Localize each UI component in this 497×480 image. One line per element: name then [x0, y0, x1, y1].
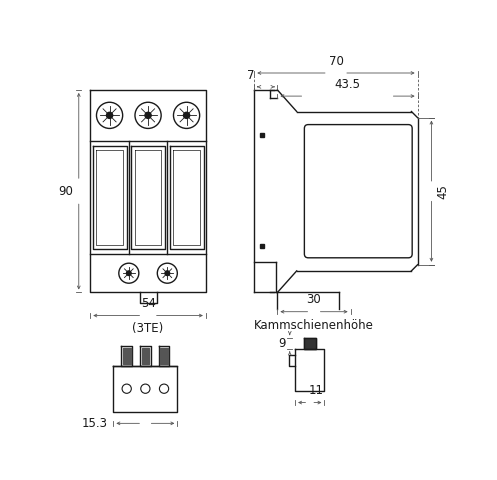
- Polygon shape: [123, 348, 131, 364]
- Polygon shape: [160, 348, 168, 364]
- Text: 54: 54: [141, 297, 156, 310]
- Text: 45: 45: [437, 184, 450, 199]
- Circle shape: [158, 263, 177, 283]
- Circle shape: [165, 271, 169, 276]
- Text: 30: 30: [307, 293, 322, 306]
- Circle shape: [183, 112, 190, 119]
- Circle shape: [119, 263, 139, 283]
- Text: 43.5: 43.5: [334, 79, 360, 92]
- Polygon shape: [142, 348, 149, 364]
- FancyBboxPatch shape: [304, 125, 412, 258]
- Circle shape: [127, 271, 131, 276]
- Circle shape: [173, 102, 200, 129]
- Circle shape: [141, 384, 150, 393]
- Text: 70: 70: [329, 55, 343, 68]
- Circle shape: [135, 102, 161, 129]
- Polygon shape: [304, 338, 316, 348]
- Circle shape: [96, 102, 123, 129]
- Text: Kammschienenhöhe: Kammschienenhöhe: [254, 319, 374, 332]
- Text: 7: 7: [248, 69, 255, 82]
- Circle shape: [145, 112, 151, 119]
- Bar: [260, 132, 264, 136]
- Text: 90: 90: [59, 185, 74, 198]
- Circle shape: [160, 384, 168, 393]
- Text: 11: 11: [309, 384, 324, 397]
- Bar: [260, 244, 264, 248]
- Circle shape: [106, 112, 113, 119]
- Text: 15.3: 15.3: [81, 417, 107, 430]
- Text: (3TE): (3TE): [132, 323, 164, 336]
- Text: 9: 9: [278, 337, 286, 350]
- Circle shape: [122, 384, 131, 393]
